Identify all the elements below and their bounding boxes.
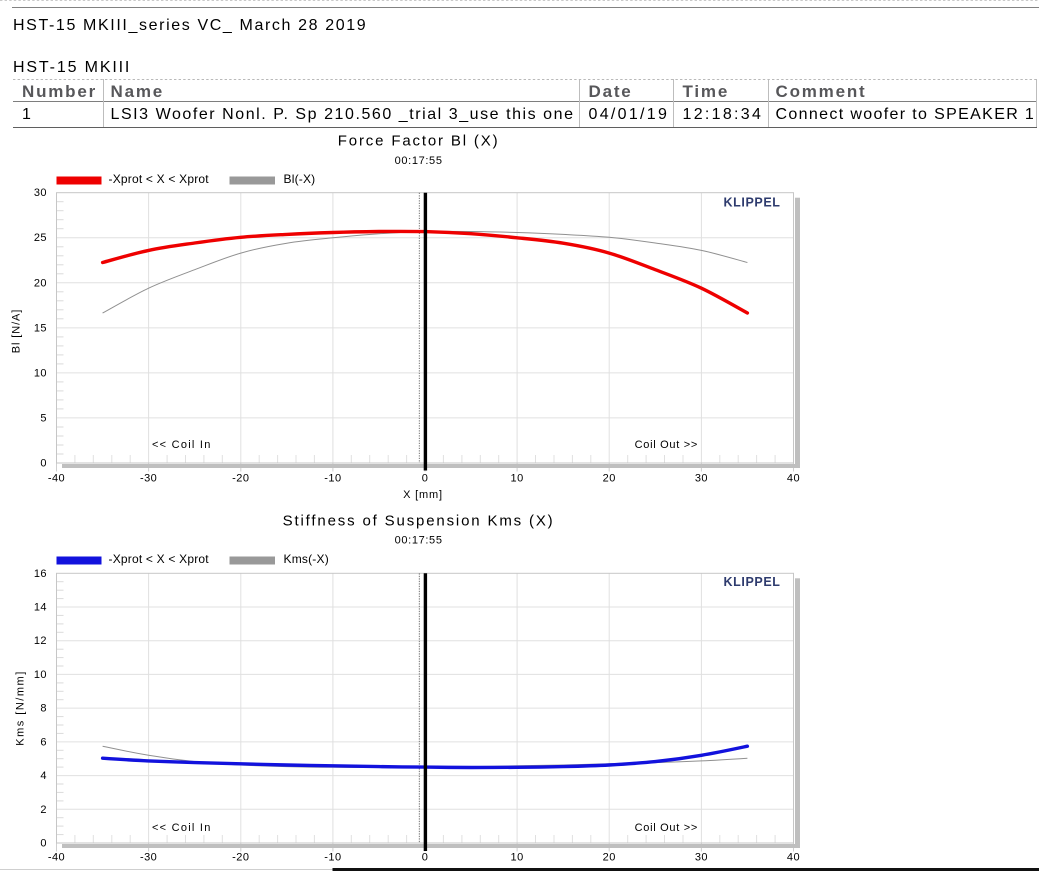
svg-text:-30: -30 xyxy=(140,852,157,864)
svg-text:14: 14 xyxy=(34,602,47,614)
svg-text:40: 40 xyxy=(787,852,800,864)
svg-text:0: 0 xyxy=(422,473,429,485)
svg-text:8: 8 xyxy=(40,703,47,715)
svg-text:40: 40 xyxy=(787,473,800,485)
svg-text:-40: -40 xyxy=(48,473,65,485)
svg-text:2: 2 xyxy=(40,804,47,816)
svg-text:25: 25 xyxy=(34,232,47,244)
svg-text:Bl [N/A]: Bl [N/A] xyxy=(11,309,23,354)
svg-text:KLIPPEL: KLIPPEL xyxy=(724,575,781,589)
svg-text:00:17:55: 00:17:55 xyxy=(395,155,443,167)
svg-text:20: 20 xyxy=(34,277,47,289)
svg-text:20: 20 xyxy=(603,852,616,864)
svg-text:KLIPPEL: KLIPPEL xyxy=(724,195,781,209)
svg-text:0: 0 xyxy=(422,852,429,864)
svg-text:00:17:55: 00:17:55 xyxy=(395,535,443,547)
svg-text:30: 30 xyxy=(34,187,47,199)
svg-text:0: 0 xyxy=(40,458,47,470)
svg-text:12: 12 xyxy=(34,635,47,647)
svg-text:Bl(-X): Bl(-X) xyxy=(284,172,316,186)
svg-text:16: 16 xyxy=(34,568,47,580)
svg-text:-Xprot < X < Xprot: -Xprot < X < Xprot xyxy=(109,552,210,566)
svg-text:<< Coil In: << Coil In xyxy=(152,439,212,451)
svg-text:Coil Out >>: Coil Out >> xyxy=(635,822,698,834)
svg-text:Force Factor Bl (X): Force Factor Bl (X) xyxy=(338,133,500,150)
svg-text:10: 10 xyxy=(511,473,524,485)
svg-text:30: 30 xyxy=(695,473,708,485)
svg-text:15: 15 xyxy=(34,322,47,334)
svg-text:<< Coil In: << Coil In xyxy=(152,822,212,834)
svg-text:-Xprot < X < Xprot: -Xprot < X < Xprot xyxy=(109,172,210,186)
svg-text:10: 10 xyxy=(511,852,524,864)
svg-text:-20: -20 xyxy=(232,473,249,485)
svg-text:Stiffness of Suspension Kms (X: Stiffness of Suspension Kms (X) xyxy=(283,512,555,529)
svg-text:10: 10 xyxy=(34,367,47,379)
svg-text:-20: -20 xyxy=(232,852,249,864)
svg-text:X [mm]: X [mm] xyxy=(403,489,443,501)
svg-text:Kms [N/mm]: Kms [N/mm] xyxy=(15,670,27,746)
svg-text:6: 6 xyxy=(40,736,47,748)
svg-text:Kms(-X): Kms(-X) xyxy=(284,552,329,566)
svg-text:5: 5 xyxy=(40,412,47,424)
svg-text:20: 20 xyxy=(603,473,616,485)
svg-text:-10: -10 xyxy=(324,473,341,485)
svg-text:Coil Out >>: Coil Out >> xyxy=(635,439,698,451)
svg-text:-30: -30 xyxy=(140,473,157,485)
svg-text:0: 0 xyxy=(40,838,47,850)
svg-text:4: 4 xyxy=(40,770,47,782)
svg-text:30: 30 xyxy=(695,852,708,864)
svg-text:10: 10 xyxy=(34,669,47,681)
svg-text:-10: -10 xyxy=(324,852,341,864)
svg-text:-40: -40 xyxy=(48,852,65,864)
